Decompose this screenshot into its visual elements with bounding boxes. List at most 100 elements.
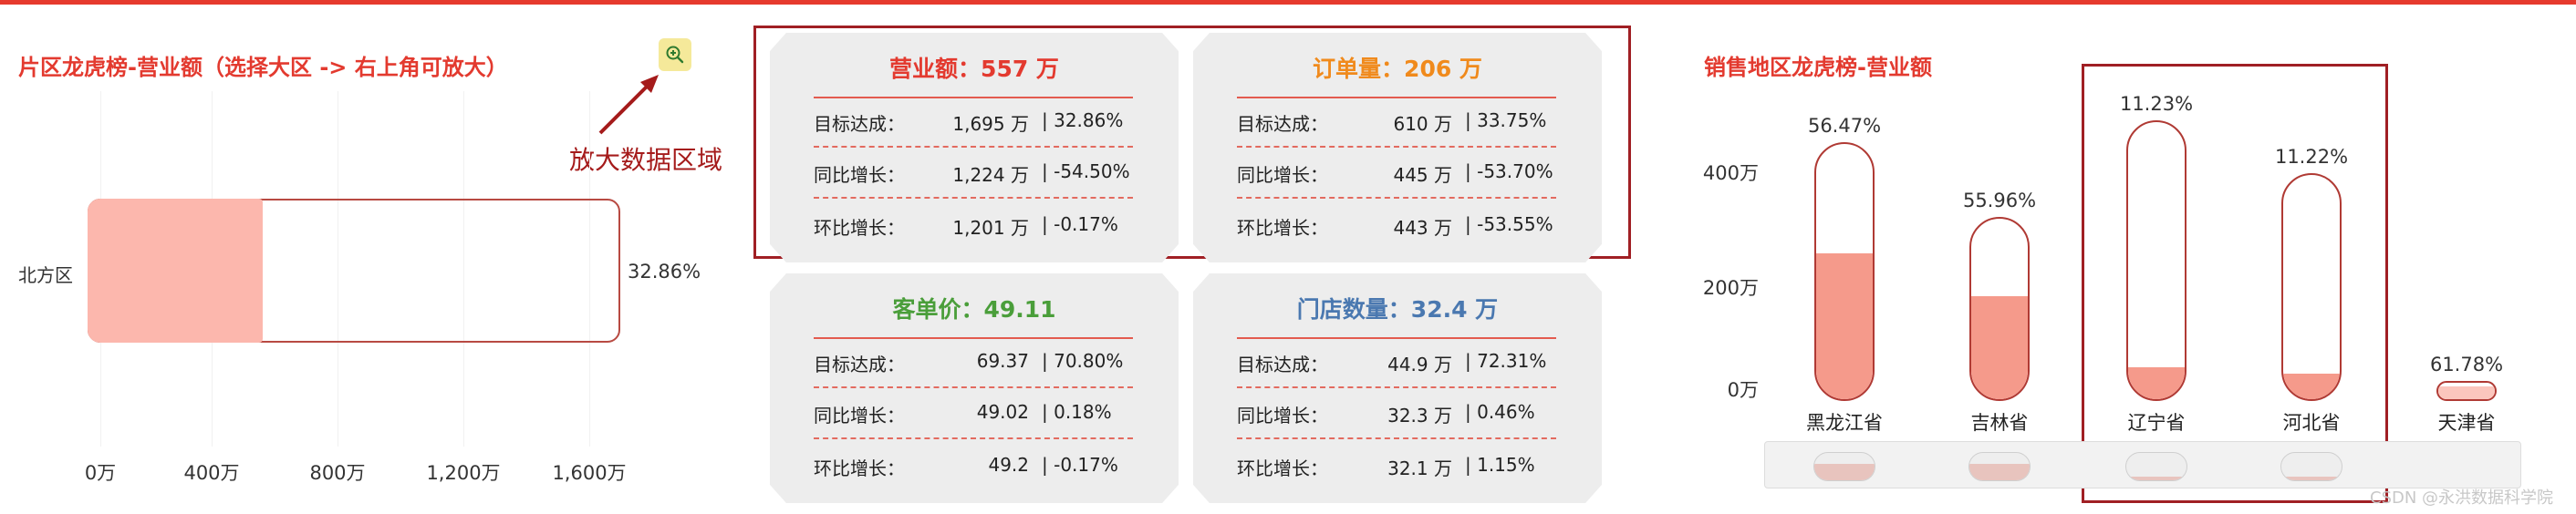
category-label: 北方区 xyxy=(18,264,73,286)
kpi-card: 客单价：49.11 目标达成： 69.37 | 70.80% 同比增长： 49.02 | 0… xyxy=(770,273,1179,503)
kpi-row-percent: | 33.75% xyxy=(1465,109,1547,131)
province-bar[interactable] xyxy=(2126,120,2186,401)
x-tick: 1,600万 xyxy=(552,462,627,484)
kpi-row-percent: | -0.17% xyxy=(1042,213,1118,235)
zoom-in-icon xyxy=(666,46,684,64)
kpi-row-label: 目标达成： xyxy=(1237,354,1328,375)
kpi-row-label: 目标达成： xyxy=(814,354,905,375)
kpi-row-label: 目标达成： xyxy=(814,113,905,135)
scrollbar-preview-fill xyxy=(2281,477,2342,480)
province-bar-fill xyxy=(2438,386,2495,399)
province-percent-label: 56.47% xyxy=(1807,115,1882,137)
kpi-row-percent: | -0.17% xyxy=(1042,454,1118,476)
kpi-row-value: 445 万 xyxy=(1393,164,1452,186)
kpi-row-label: 环比增长： xyxy=(1237,457,1328,479)
kpi-row-divider xyxy=(1237,437,1556,439)
kpi-row-value: 32.3 万 xyxy=(1387,405,1452,427)
kpi-card: 订单量：206 万目标达成： 610 万 | 33.75% 同比增长： 445 万 | -… xyxy=(1193,33,1602,262)
kpi-card-divider xyxy=(814,337,1133,339)
kpi-row-label: 同比增长： xyxy=(1237,405,1328,427)
scrollbar-preview-bar xyxy=(2125,452,2187,481)
kpi-row-label: 环比增长： xyxy=(1237,217,1328,239)
province-bar[interactable] xyxy=(1814,142,1875,401)
kpi-row-value: 69.37 xyxy=(976,350,1029,372)
province-percent-label: 55.96% xyxy=(1962,190,2037,211)
zoom-in-button[interactable] xyxy=(659,38,691,71)
gridline xyxy=(463,91,464,447)
progress-bar-fill xyxy=(88,199,263,343)
kpi-row-label: 目标达成： xyxy=(1237,113,1328,135)
kpi-row-value: 1,695 万 xyxy=(952,113,1029,135)
kpi-card-title: 营业额：557 万 xyxy=(889,56,1059,82)
kpi-row-label: 同比增长： xyxy=(1237,164,1328,186)
y-tick: 200万 xyxy=(1702,277,1759,299)
left-panel-title: 片区龙虎榜-营业额（选择大区 -> 右上角可放大） xyxy=(18,55,508,80)
kpi-row-divider xyxy=(814,437,1133,439)
kpi-row-percent: | -54.50% xyxy=(1042,160,1130,182)
progress-percent-label: 32.86% xyxy=(628,261,701,283)
scrollbar-preview-fill xyxy=(2126,477,2186,480)
province-percent-label: 11.23% xyxy=(2119,93,2194,115)
annotation-text: 放大数据区域 xyxy=(569,145,723,175)
top-accent-bar xyxy=(0,0,2576,5)
scrollbar-preview-bar xyxy=(2280,452,2342,481)
right-panel-title: 销售地区龙虎榜-营业额 xyxy=(1704,55,1932,80)
province-label: 天津省 xyxy=(2437,412,2496,434)
watermark: CSDN @永洪数据科学院 xyxy=(2370,488,2554,508)
highlight-box-kpi xyxy=(753,26,1631,259)
kpi-row-percent: | 72.31% xyxy=(1465,350,1547,372)
kpi-row-divider xyxy=(1237,197,1556,199)
province-label: 辽宁省 xyxy=(2127,412,2186,434)
province-percent-label: 61.78% xyxy=(2429,354,2504,375)
province-bar[interactable] xyxy=(1969,217,2030,401)
province-bar[interactable] xyxy=(2281,173,2342,401)
kpi-row-value: 49.2 xyxy=(988,454,1029,476)
kpi-card-divider xyxy=(1237,337,1556,339)
x-tick: 0万 xyxy=(84,462,117,484)
kpi-row-value: 1,201 万 xyxy=(952,217,1029,239)
scrollbar-preview-fill xyxy=(1814,464,1875,480)
kpi-row-label: 同比增长： xyxy=(814,405,905,427)
x-tick: 400万 xyxy=(183,462,240,484)
kpi-row-percent: | 70.80% xyxy=(1042,350,1124,372)
kpi-row-divider xyxy=(1237,146,1556,148)
x-tick: 1,200万 xyxy=(426,462,501,484)
scrollbar-preview-bar xyxy=(1813,452,1875,481)
kpi-card-title: 订单量：206 万 xyxy=(1313,56,1482,82)
kpi-row-label: 环比增长： xyxy=(814,457,905,479)
annotation-arrow xyxy=(598,75,659,135)
kpi-row-divider xyxy=(1237,386,1556,388)
kpi-row-label: 环比增长： xyxy=(814,217,905,239)
kpi-row-label: 同比增长： xyxy=(814,164,905,186)
kpi-row-percent: | 1.15% xyxy=(1465,454,1535,476)
province-bar-fill xyxy=(2283,374,2340,399)
province-label: 河北省 xyxy=(2282,412,2341,434)
kpi-row-value: 32.1 万 xyxy=(1387,457,1452,479)
kpi-row-value: 610 万 xyxy=(1393,113,1452,135)
kpi-row-percent: | -53.55% xyxy=(1465,213,1553,235)
province-bar[interactable] xyxy=(2436,381,2497,401)
kpi-row-value: 443 万 xyxy=(1393,217,1452,239)
y-tick: 400万 xyxy=(1702,162,1759,184)
province-bar-fill xyxy=(1816,253,1873,399)
kpi-card-title: 客单价：49.11 xyxy=(892,296,1056,323)
kpi-row-divider xyxy=(814,146,1133,148)
x-tick: 800万 xyxy=(309,462,366,484)
scrollbar-preview-fill xyxy=(1969,464,2030,480)
province-bar-fill xyxy=(2128,367,2185,399)
province-label: 吉林省 xyxy=(1970,412,2029,434)
kpi-card: 营业额：557 万目标达成： 1,695 万 | 32.86% 同比增长： 1,224 … xyxy=(770,33,1179,262)
kpi-row-percent: | 0.46% xyxy=(1465,401,1535,423)
highlight-box-provinces xyxy=(2082,64,2388,503)
kpi-row-divider xyxy=(814,386,1133,388)
kpi-row-divider xyxy=(814,197,1133,199)
scrollbar-preview-bar xyxy=(1968,452,2031,481)
kpi-row-percent: | 32.86% xyxy=(1042,109,1124,131)
y-tick: 0万 xyxy=(1727,379,1759,401)
kpi-row-value: 1,224 万 xyxy=(952,164,1029,186)
kpi-row-value: 44.9 万 xyxy=(1387,354,1452,375)
kpi-card: 门店数量：32.4 万目标达成： 44.9 万 | 72.31% 同比增长： 32.3 … xyxy=(1193,273,1602,503)
province-bar-fill xyxy=(1971,296,2028,399)
province-label: 黑龙江省 xyxy=(1806,412,1883,434)
kpi-card-title: 门店数量：32.4 万 xyxy=(1296,296,1499,323)
